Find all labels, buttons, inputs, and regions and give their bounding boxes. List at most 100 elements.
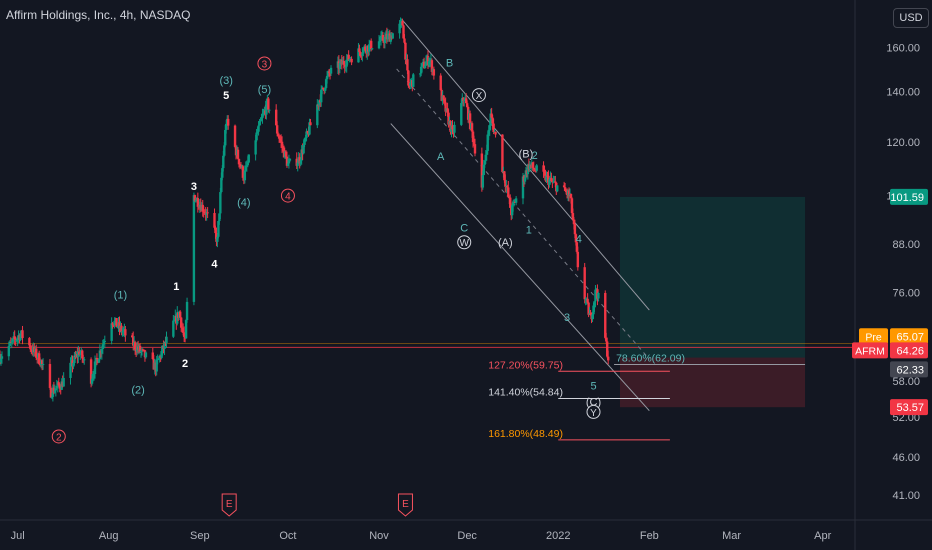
candle-body [185, 301, 189, 321]
candle-body [472, 142, 476, 145]
wave-label: Y [590, 408, 597, 419]
candle-body [172, 320, 175, 337]
candle-body [90, 378, 94, 384]
candle-body [306, 131, 309, 133]
candle-body [116, 326, 119, 328]
candle-body [446, 108, 449, 113]
candle-body [523, 177, 527, 182]
wave-label-circle [471, 88, 486, 103]
candle-body [591, 314, 594, 320]
candle-body [534, 170, 537, 172]
candle-body [444, 102, 447, 112]
candle-body [439, 75, 442, 91]
candle-body [265, 100, 268, 115]
candle-body [267, 98, 270, 110]
candle-body [225, 123, 228, 130]
candle-body [369, 40, 373, 50]
candle-body [220, 177, 223, 193]
price-tag-symbol [852, 342, 888, 359]
candle-body [300, 149, 303, 161]
currency-selector[interactable]: USD [893, 8, 929, 28]
candle-body [359, 51, 362, 56]
x-tick-label: Nov [369, 530, 389, 542]
candle-body [605, 337, 608, 342]
candle-body [427, 60, 431, 65]
candle-body [486, 134, 489, 151]
candle-body [113, 320, 116, 326]
price-tag-symbol-text: Pre [865, 331, 882, 343]
position-target-zone [619, 196, 806, 358]
candle-body [9, 341, 12, 343]
candle-body [102, 341, 106, 345]
candle-body [142, 349, 146, 351]
candle-body [275, 125, 279, 134]
candle-body [379, 35, 383, 41]
candle-body [511, 203, 515, 206]
candle-body [432, 69, 436, 76]
candle-body [345, 59, 348, 67]
candle-body [407, 70, 410, 86]
candle-body [82, 358, 85, 360]
candle-body [276, 133, 280, 137]
candle-body [181, 327, 185, 333]
candle-body [562, 185, 566, 188]
y-tick-label: 140.00 [886, 87, 920, 99]
candle-body [361, 53, 364, 56]
candle-body [586, 298, 589, 303]
y-tick-label: 160.00 [886, 43, 920, 55]
candle-body [583, 267, 586, 300]
candle-body [531, 162, 534, 168]
candle-body [299, 160, 302, 164]
y-tick-label: 76.00 [892, 287, 920, 299]
candle-body [131, 337, 135, 346]
wave-label: C [460, 223, 468, 235]
candle-body [521, 176, 525, 199]
candle-body [279, 140, 283, 142]
candle-body [447, 112, 450, 125]
candle-body [103, 340, 106, 342]
candle-body [173, 320, 176, 322]
candle-body [362, 48, 365, 54]
wave-label: 2 [182, 358, 188, 370]
chart-title: Affirm Holdings, Inc., 4h, NASDAQ [6, 8, 191, 22]
candle-body [179, 311, 182, 318]
candle-body [564, 190, 568, 193]
candle-body [52, 387, 56, 393]
y-tick-label: 120.00 [886, 137, 920, 149]
candle-body [408, 85, 411, 87]
candle-body [377, 41, 381, 49]
candle-body [30, 349, 33, 351]
candle-body [83, 359, 86, 361]
candle-body [206, 212, 209, 214]
candle-body [575, 242, 579, 252]
candle-body [193, 195, 197, 202]
candle-body [184, 320, 188, 339]
candle-body [318, 100, 321, 106]
candle-body [268, 109, 271, 111]
candle-body [343, 64, 346, 68]
candle-body [490, 113, 493, 118]
candle-body [296, 162, 299, 166]
candle-body [217, 221, 220, 237]
candle-body [8, 341, 11, 347]
candle-body [69, 362, 72, 378]
candle-body [597, 292, 600, 299]
candle-body [280, 141, 284, 147]
candle-body [260, 118, 263, 121]
candle-body [274, 109, 278, 126]
candle-body [120, 325, 123, 332]
candle-body [78, 351, 81, 355]
candle-body [419, 66, 423, 74]
candle-body [16, 337, 19, 340]
price-tag [890, 399, 928, 416]
x-tick-label: 2022 [546, 530, 570, 542]
candle-body [72, 362, 75, 367]
candle-body [41, 364, 45, 366]
candle-body [430, 60, 434, 72]
candle-body [176, 312, 179, 324]
candle-body [15, 339, 18, 341]
candle-body [440, 90, 443, 101]
candle-body [192, 195, 196, 302]
candle-body [305, 131, 308, 138]
